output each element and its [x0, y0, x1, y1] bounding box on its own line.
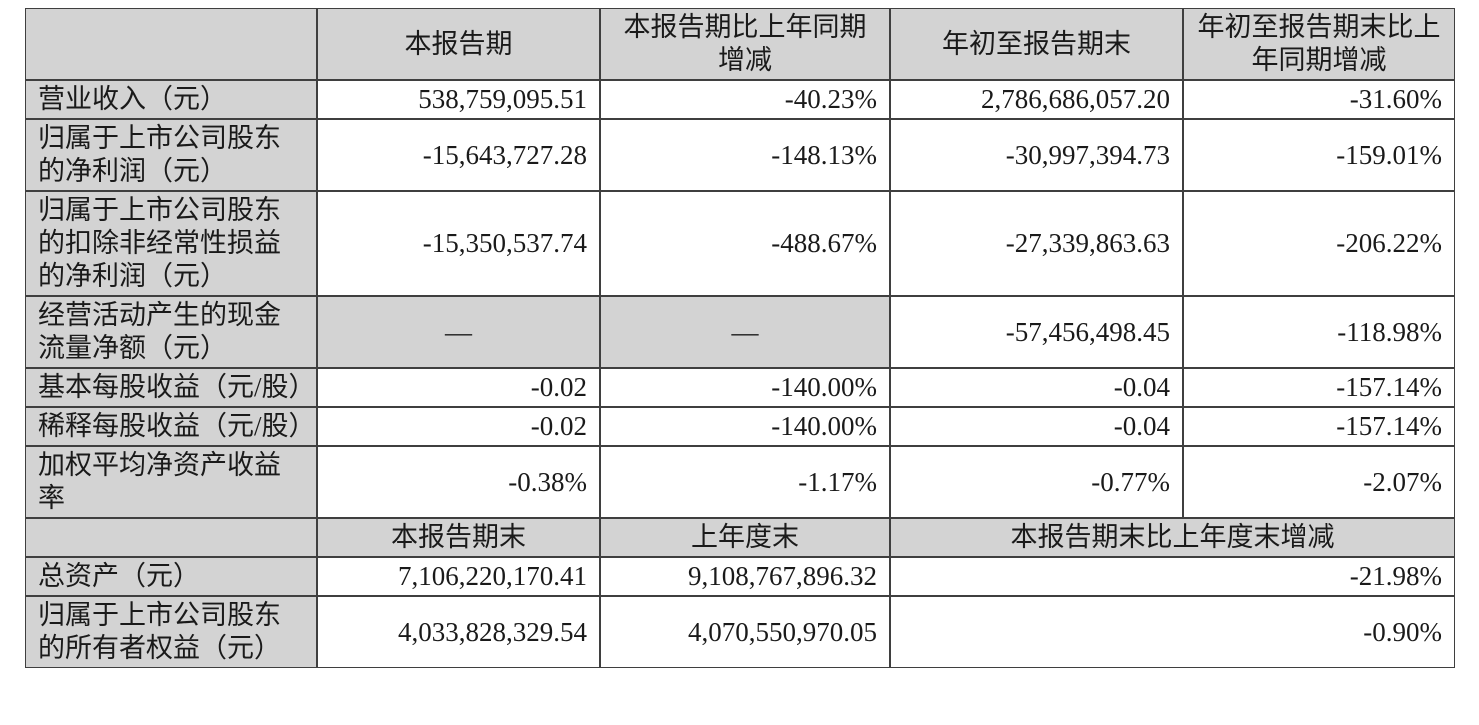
cell-not-applicable: —: [317, 296, 600, 368]
cell-value: -0.04: [890, 407, 1183, 446]
cell-value: -15,350,537.74: [317, 191, 600, 296]
column-header-prior-year-end: 上年度末: [600, 518, 890, 557]
cell-value: -27,339,863.63: [890, 191, 1183, 296]
cell-value: -159.01%: [1183, 119, 1455, 191]
cell-value: -0.77%: [890, 446, 1183, 518]
cell-value: -140.00%: [600, 407, 890, 446]
cell-value: -148.13%: [600, 119, 890, 191]
cell-value: 4,070,550,970.05: [600, 596, 890, 668]
cell-value: -1.17%: [600, 446, 890, 518]
header-row: 本报告期 本报告期比上年同期增减 年初至报告期末 年初至报告期末比上年同期增减: [25, 8, 1455, 80]
cell-value: -30,997,394.73: [890, 119, 1183, 191]
row-label: 归属于上市公司股东的所有者权益（元）: [25, 596, 317, 668]
row-label: 基本每股收益（元/股）: [25, 368, 317, 407]
row-label: 经营活动产生的现金流量净额（元）: [25, 296, 317, 368]
column-header-current-period-yoy-change: 本报告期比上年同期增减: [600, 8, 890, 80]
row-label: 总资产（元）: [25, 557, 317, 596]
table-row-total-assets: 总资产（元） 7,106,220,170.41 9,108,767,896.32…: [25, 557, 1455, 596]
row-label: 加权平均净资产收益率: [25, 446, 317, 518]
cell-value: 538,759,095.51: [317, 80, 600, 119]
cell-value: -206.22%: [1183, 191, 1455, 296]
column-header-period-end: 本报告期末: [317, 518, 600, 557]
cell-not-applicable: —: [600, 296, 890, 368]
row-label: 归属于上市公司股东的扣除非经常性损益的净利润（元）: [25, 191, 317, 296]
row-label: 稀释每股收益（元/股）: [25, 407, 317, 446]
cell-value: -15,643,727.28: [317, 119, 600, 191]
table-row-net-profit-excl-nonrecurring: 归属于上市公司股东的扣除非经常性损益的净利润（元） -15,350,537.74…: [25, 191, 1455, 296]
cell-value: 7,106,220,170.41: [317, 557, 600, 596]
cell-value: -40.23%: [600, 80, 890, 119]
cell-value: -21.98%: [890, 557, 1455, 596]
column-header-period-end-change: 本报告期末比上年度末增减: [890, 518, 1455, 557]
period-end-header-row: 本报告期末 上年度末 本报告期末比上年度末增减: [25, 518, 1455, 557]
cell-value: 2,786,686,057.20: [890, 80, 1183, 119]
cell-value: -488.67%: [600, 191, 890, 296]
table-row-net-profit: 归属于上市公司股东的净利润（元） -15,643,727.28 -148.13%…: [25, 119, 1455, 191]
cell-value: -57,456,498.45: [890, 296, 1183, 368]
table-row-diluted-eps: 稀释每股收益（元/股） -0.02 -140.00% -0.04 -157.14…: [25, 407, 1455, 446]
column-header-year-to-date-yoy-change: 年初至报告期末比上年同期增减: [1183, 8, 1455, 80]
cell-value: -2.07%: [1183, 446, 1455, 518]
cell-value: -0.90%: [890, 596, 1455, 668]
cell-value: 9,108,767,896.32: [600, 557, 890, 596]
cell-value: -157.14%: [1183, 407, 1455, 446]
cell-value: -140.00%: [600, 368, 890, 407]
cell-value: 4,033,828,329.54: [317, 596, 600, 668]
cell-value: -0.04: [890, 368, 1183, 407]
row-label: 营业收入（元）: [25, 80, 317, 119]
cell-value: -0.02: [317, 407, 600, 446]
table-row-weighted-avg-roe: 加权平均净资产收益率 -0.38% -1.17% -0.77% -2.07%: [25, 446, 1455, 518]
table-row-shareholders-equity: 归属于上市公司股东的所有者权益（元） 4,033,828,329.54 4,07…: [25, 596, 1455, 668]
corner-cell: [25, 8, 317, 80]
cell-value: -0.38%: [317, 446, 600, 518]
row-label: 归属于上市公司股东的净利润（元）: [25, 119, 317, 191]
cell-value: -157.14%: [1183, 368, 1455, 407]
cell-value: -0.02: [317, 368, 600, 407]
column-header-current-period: 本报告期: [317, 8, 600, 80]
key-financials-table: 本报告期 本报告期比上年同期增减 年初至报告期末 年初至报告期末比上年同期增减 …: [25, 8, 1455, 668]
cell-value: -31.60%: [1183, 80, 1455, 119]
column-header-year-to-date: 年初至报告期末: [890, 8, 1183, 80]
table-row-basic-eps: 基本每股收益（元/股） -0.02 -140.00% -0.04 -157.14…: [25, 368, 1455, 407]
corner-cell: [25, 518, 317, 557]
table-row-operating-revenue: 营业收入（元） 538,759,095.51 -40.23% 2,786,686…: [25, 80, 1455, 119]
table-row-operating-cash-flow: 经营活动产生的现金流量净额（元） — — -57,456,498.45 -118…: [25, 296, 1455, 368]
cell-value: -118.98%: [1183, 296, 1455, 368]
